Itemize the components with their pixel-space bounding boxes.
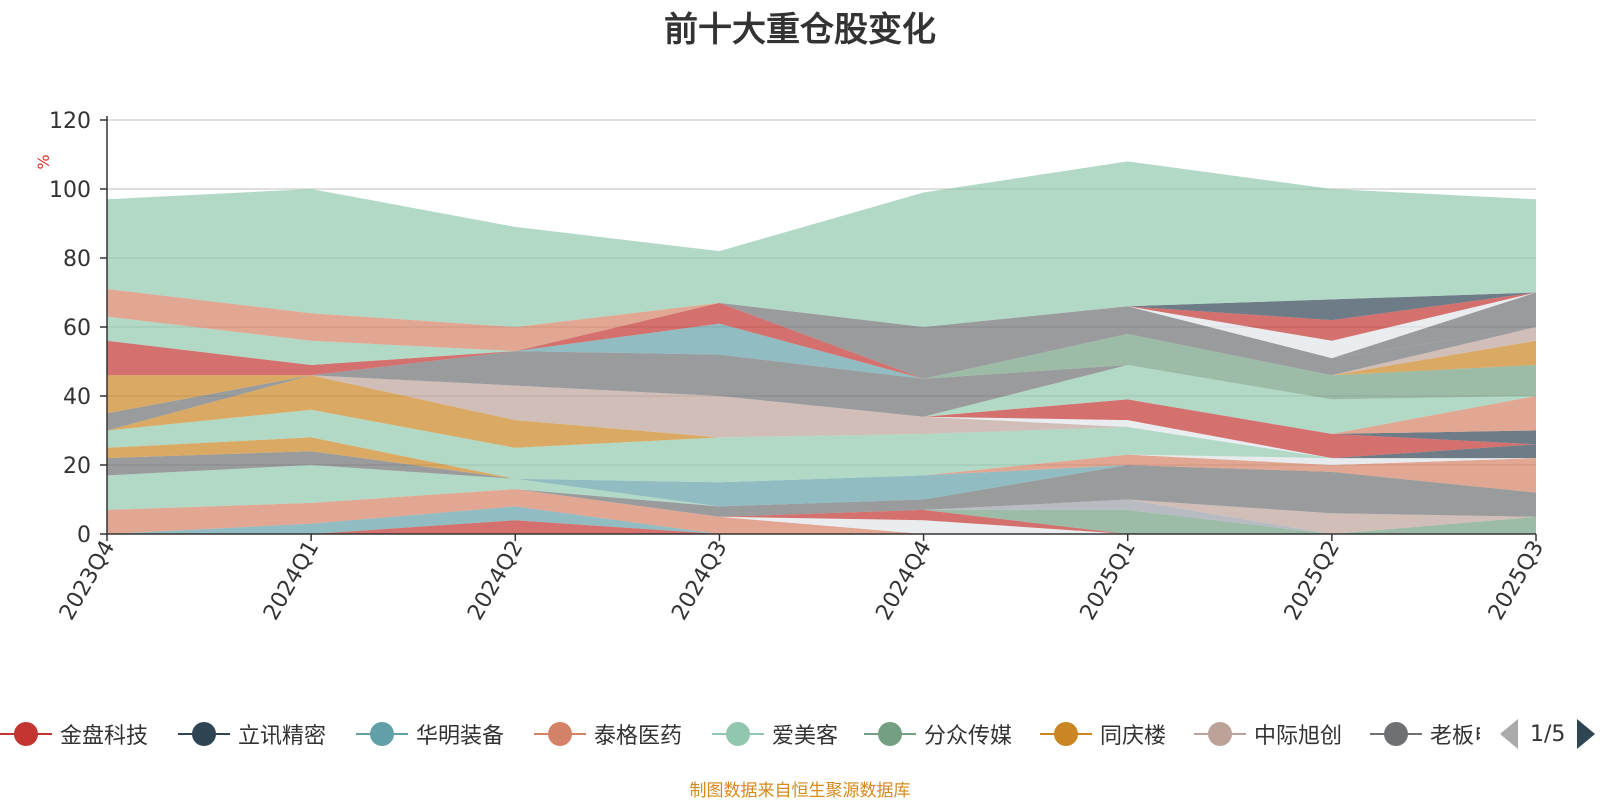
area-layer-36 — [107, 302, 1536, 379]
legend-marker-icon — [864, 722, 916, 746]
legend-marker-icon — [0, 722, 52, 746]
legend-dot — [370, 722, 394, 746]
area-layer-3 — [107, 489, 1536, 534]
area-layer-13 — [107, 454, 1536, 493]
legend-dot — [726, 722, 750, 746]
legend-label: 分众传媒 — [924, 724, 1013, 749]
area-layer-18 — [107, 409, 1536, 483]
legend-marker-icon — [1040, 722, 1092, 746]
area-layer-5 — [107, 489, 1536, 534]
x-tick-label: 2025Q2 — [1280, 537, 1345, 625]
legend-marker-icon — [356, 722, 408, 746]
area-layer-23 — [107, 375, 1536, 459]
legend-dot — [192, 722, 216, 746]
legend: 金盘科技 立讯精密 华明装备 泰格医药 爱美客 分众传媒 同庆楼 中际旭创 老板电器 — [0, 714, 1480, 754]
legend-item[interactable]: 老板电器 — [1370, 714, 1480, 754]
area-layer-29 — [107, 340, 1536, 400]
legend-dot — [548, 722, 572, 746]
legend-page-indicator: 1/5 — [1530, 721, 1566, 747]
x-tick-label: 2024Q2 — [463, 537, 528, 625]
x-tick-label: 2025Q1 — [1076, 537, 1141, 625]
y-tick-label: 100 — [49, 178, 91, 203]
x-tick-label: 2025Q3 — [1484, 537, 1549, 625]
legend-dot — [1384, 722, 1408, 746]
area-layer-16 — [107, 437, 1536, 483]
area-layer-2 — [107, 506, 1536, 534]
legend-marker-icon — [178, 722, 230, 746]
legend-label: 中际旭创 — [1254, 724, 1343, 749]
y-tick-label: 20 — [63, 454, 91, 479]
area-layer-33 — [107, 316, 1536, 379]
legend-dot — [1054, 722, 1078, 746]
area-layer-12 — [107, 465, 1536, 507]
data-source-note: 制图数据来自恒生聚源数据库 — [689, 781, 911, 801]
legend-label: 老板电器 — [1430, 724, 1480, 749]
y-tick-label: 120 — [49, 109, 91, 134]
legend-dot — [878, 722, 902, 746]
chart-title: 前十大重仓股变化 — [664, 10, 936, 50]
area-layer-14 — [107, 451, 1536, 483]
legend-item[interactable]: 华明装备 — [356, 714, 504, 754]
legend-pager: 1/5 — [1500, 716, 1596, 752]
x-tick-label: 2023Q4 — [55, 537, 120, 625]
legend-item[interactable]: 同庆楼 — [1040, 714, 1166, 754]
stacked-area-chart: 0 20 40 60 80 100 120% 2023Q4 2024Q1 2024Q2 2024Q3… — [34, 109, 1549, 625]
legend-marker-icon — [534, 722, 586, 746]
legend-item[interactable]: 分众传媒 — [864, 714, 1012, 754]
area-layer-10 — [107, 465, 1536, 517]
area-layer-26 — [107, 365, 1536, 434]
area-layer-9 — [107, 489, 1536, 534]
legend-label: 泰格医药 — [594, 724, 683, 749]
legend-marker-icon — [712, 722, 764, 746]
y-tick-label: 80 — [63, 247, 91, 272]
x-tick-label: 2024Q4 — [871, 537, 936, 625]
x-tick-label: 2024Q3 — [667, 537, 732, 625]
axes — [100, 116, 1537, 541]
area-layer-19 — [107, 375, 1536, 459]
legend-marker-icon — [1194, 722, 1246, 746]
area-layer-40 — [107, 292, 1536, 352]
legend-label: 金盘科技 — [60, 724, 149, 749]
y-tick-label: 0 — [77, 523, 91, 548]
legend-dot — [1208, 722, 1232, 746]
legend-label: 立讯精密 — [238, 724, 327, 749]
area-layer-11 — [107, 465, 1536, 510]
area-layer-41 — [107, 289, 1536, 352]
area-layer-30 — [107, 333, 1536, 400]
legend-prev-page-button[interactable] — [1500, 719, 1518, 749]
y-tick-label: 60 — [63, 316, 91, 341]
legend-item[interactable]: 金盘科技 — [0, 714, 148, 754]
legend-next-page-button[interactable] — [1577, 719, 1596, 749]
legend-item[interactable]: 立讯精密 — [178, 714, 326, 754]
y-tick-label: 40 — [63, 385, 91, 410]
legend-dot — [14, 722, 38, 746]
area-layer-25 — [107, 375, 1536, 434]
area-layer-39 — [107, 292, 1536, 352]
legend-item[interactable]: 中际旭创 — [1194, 714, 1342, 754]
legend-item[interactable]: 泰格医药 — [534, 714, 682, 754]
area-layer-42 — [107, 161, 1536, 327]
area-layer-32 — [107, 316, 1536, 379]
legend-label: 同庆楼 — [1100, 724, 1167, 749]
legend-label: 爱美客 — [772, 724, 839, 749]
area-series — [107, 161, 1536, 534]
area-layer-28 — [107, 351, 1536, 417]
area-layer-15 — [107, 437, 1536, 483]
area-layer-1 — [107, 520, 1536, 534]
y-axis-unit-label: % — [34, 154, 53, 169]
legend-marker-icon — [1370, 722, 1422, 746]
x-tick-label: 2024Q1 — [259, 537, 324, 625]
area-layer-7 — [107, 489, 1536, 534]
legend-label: 华明装备 — [416, 724, 505, 749]
legend-item[interactable]: 爱美客 — [712, 714, 838, 754]
area-layer-20 — [107, 375, 1536, 459]
